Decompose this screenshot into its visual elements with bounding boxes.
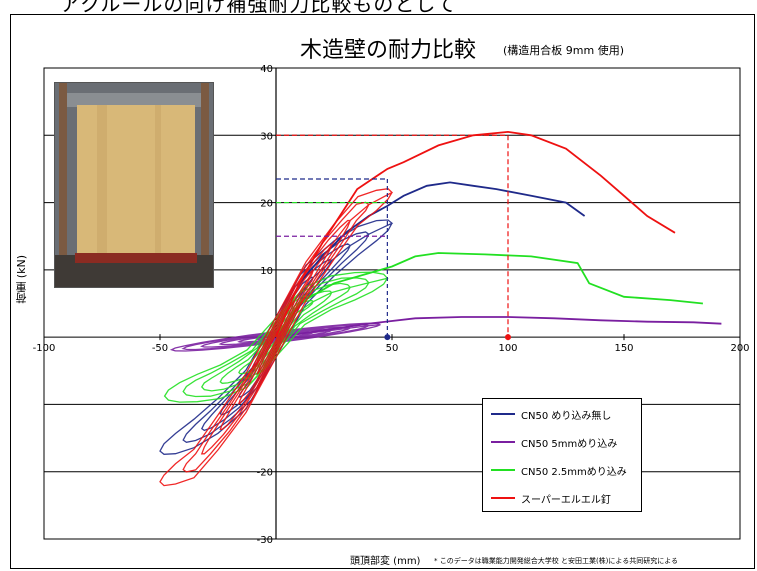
- legend-swatch: [491, 413, 515, 415]
- x-tick-label: 100: [498, 343, 517, 354]
- legend-label: スーパーエルエル釘: [521, 494, 611, 506]
- peak-marker-blue: [384, 334, 391, 341]
- specimen-photo-drawing: [55, 83, 213, 287]
- y-tick-label: 20: [260, 199, 273, 210]
- x-axis-label: 頭頂部変 (mm): [350, 556, 421, 567]
- chart-subtitle: (構造用合板 9mm 使用): [503, 44, 625, 57]
- series-envelope-3: [275, 130, 676, 338]
- specimen-photo: [54, 82, 214, 288]
- series-loops-2: [163, 271, 389, 403]
- x-tick-label: -100: [33, 343, 56, 354]
- y-axis-label: 荷重 (kN): [15, 255, 28, 304]
- legend-item: スーパーエルエル釘: [491, 491, 611, 506]
- legend-swatch: [491, 441, 515, 443]
- legend: CN50 めり込み無し CN50 5mmめり込み CN50 2.5mmめり込み …: [482, 398, 642, 512]
- legend-item: CN50 2.5mmめり込み: [491, 463, 627, 478]
- legend-swatch: [491, 469, 515, 471]
- peak-marker-red: [505, 334, 511, 341]
- y-tick-label: 30: [260, 131, 273, 142]
- legend-label: CN50 2.5mmめり込み: [521, 466, 627, 478]
- plot-border: [43, 67, 741, 540]
- y-tick-label: 40: [260, 64, 273, 75]
- footnote: * このデータは職業能力開発総合大学校 と安田工業(株)による共同研究による: [434, 557, 678, 565]
- legend-label: CN50 5mmめり込み: [521, 438, 618, 450]
- x-tick-label: 50: [386, 343, 399, 354]
- series-loops-0: [159, 219, 394, 455]
- legend-item: CN50 5mmめり込み: [491, 435, 618, 450]
- x-tick-label: 150: [614, 343, 633, 354]
- legend-label: CN50 めり込み無し: [521, 410, 612, 422]
- legend-swatch: [491, 497, 515, 499]
- x-tick-label: 200: [730, 343, 749, 354]
- x-tick-label: -50: [152, 343, 168, 354]
- y-tick-label: -30: [257, 535, 273, 546]
- legend-item: CN50 めり込み無し: [491, 407, 612, 422]
- y-tick-label: -20: [257, 468, 273, 479]
- clipped-header-text: アクルールの向け補強耐力比較ものとして: [60, 0, 457, 16]
- series-envelope-2: [275, 252, 703, 338]
- y-tick-label: 10: [260, 266, 273, 277]
- chart-title: 木造壁の耐力比較: [300, 38, 477, 63]
- series-envelope-1: [275, 316, 722, 338]
